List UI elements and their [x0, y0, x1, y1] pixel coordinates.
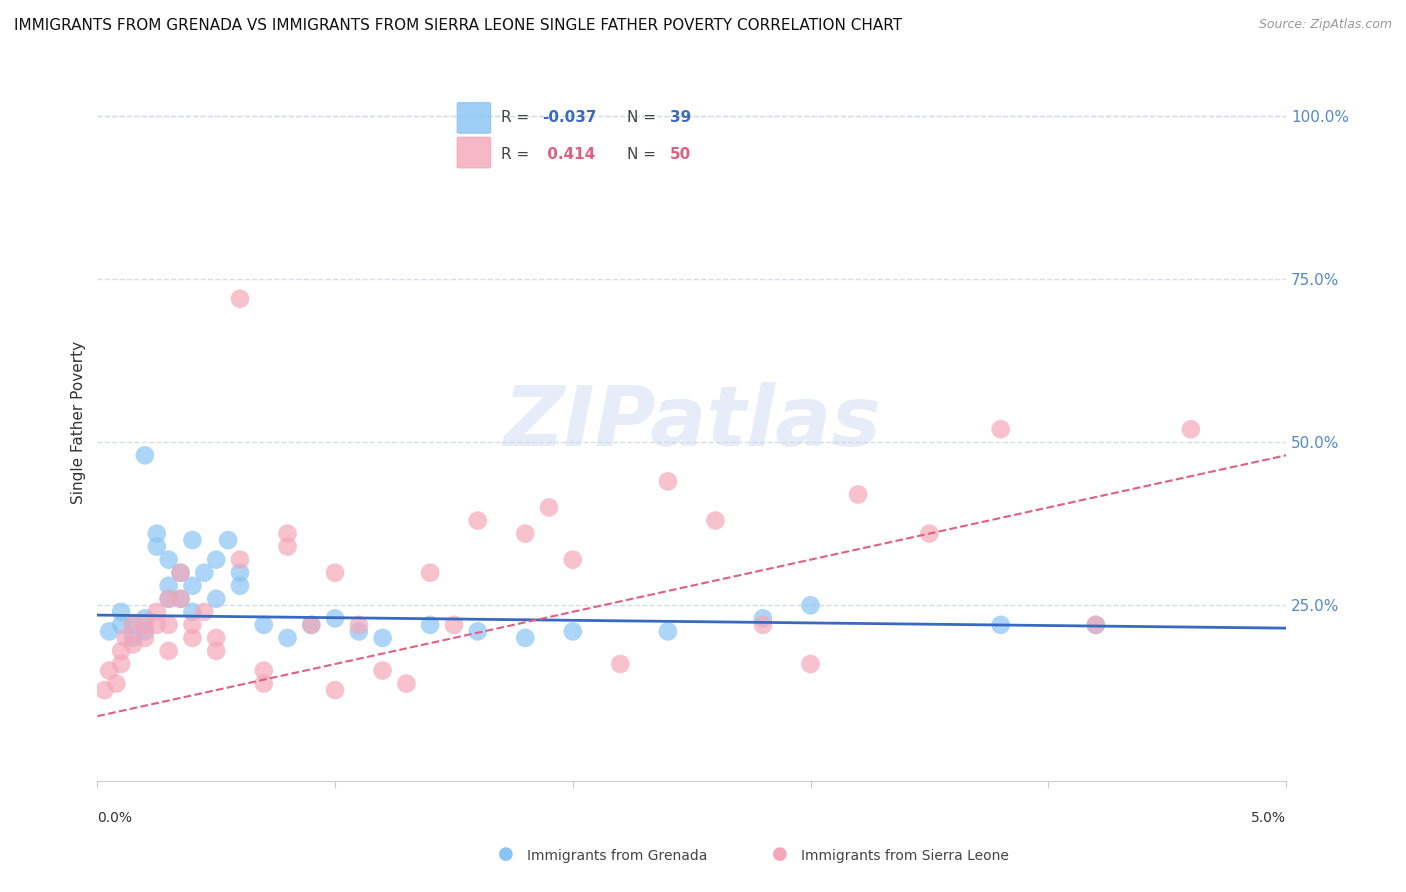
Point: [93, 683, 115, 698]
Point: [181, 605, 204, 619]
Point: [443, 618, 465, 632]
Point: [169, 591, 191, 606]
Point: [323, 611, 346, 625]
Point: [299, 618, 322, 632]
Point: [229, 292, 252, 306]
Point: [217, 533, 239, 547]
Point: [205, 644, 228, 658]
Point: [110, 657, 132, 671]
Text: IMMIGRANTS FROM GRENADA VS IMMIGRANTS FROM SIERRA LEONE SINGLE FATHER POVERTY CO: IMMIGRANTS FROM GRENADA VS IMMIGRANTS FR…: [14, 18, 903, 33]
Point: [347, 624, 370, 639]
Point: [657, 624, 679, 639]
Text: Immigrants from Sierra Leone: Immigrants from Sierra Leone: [801, 849, 1010, 863]
Point: [537, 500, 560, 515]
Point: [157, 644, 180, 658]
Point: [98, 624, 121, 639]
Point: [122, 618, 145, 632]
Point: [181, 631, 204, 645]
Point: [1084, 618, 1107, 632]
Point: [205, 631, 228, 645]
Point: [561, 552, 583, 566]
Point: [752, 611, 775, 625]
Point: [157, 579, 180, 593]
Point: [467, 514, 489, 528]
Point: [253, 618, 276, 632]
Point: [134, 631, 156, 645]
Point: [299, 618, 322, 632]
Point: [134, 624, 156, 639]
Point: [157, 591, 180, 606]
Text: ●: ●: [772, 846, 789, 863]
Point: [157, 618, 180, 632]
Point: [134, 448, 156, 462]
Point: [609, 657, 631, 671]
Point: [181, 533, 204, 547]
Point: [122, 631, 145, 645]
Point: [169, 566, 191, 580]
Point: [146, 540, 169, 554]
Point: [98, 664, 121, 678]
Point: [193, 605, 215, 619]
Point: [157, 552, 180, 566]
Y-axis label: Single Father Poverty: Single Father Poverty: [72, 341, 86, 504]
Point: [846, 487, 869, 501]
Point: [181, 618, 204, 632]
Point: [561, 624, 583, 639]
Point: [277, 540, 299, 554]
Point: [799, 599, 821, 613]
Point: [395, 676, 418, 690]
Point: [1180, 422, 1202, 436]
Point: [146, 526, 169, 541]
Point: [253, 664, 276, 678]
Point: [115, 631, 138, 645]
Text: Immigrants from Grenada: Immigrants from Grenada: [527, 849, 707, 863]
Point: [253, 676, 276, 690]
Point: [277, 631, 299, 645]
Point: [1084, 618, 1107, 632]
Text: Source: ZipAtlas.com: Source: ZipAtlas.com: [1258, 18, 1392, 31]
Point: [323, 566, 346, 580]
Point: [515, 631, 537, 645]
Point: [181, 579, 204, 593]
Point: [799, 657, 821, 671]
Point: [110, 605, 132, 619]
Point: [229, 552, 252, 566]
Point: [277, 526, 299, 541]
Point: [323, 683, 346, 698]
Point: [146, 605, 169, 619]
Point: [134, 611, 156, 625]
Point: [110, 644, 132, 658]
Point: [467, 624, 489, 639]
Point: [347, 618, 370, 632]
Text: 5.0%: 5.0%: [1251, 811, 1286, 825]
Point: [990, 422, 1012, 436]
Point: [157, 591, 180, 606]
Point: [205, 591, 228, 606]
Point: [122, 618, 145, 632]
Text: ●: ●: [498, 846, 515, 863]
Point: [122, 637, 145, 651]
Point: [752, 618, 775, 632]
Point: [371, 664, 394, 678]
Point: [704, 514, 727, 528]
Point: [169, 566, 191, 580]
Point: [146, 618, 169, 632]
Point: [371, 631, 394, 645]
Point: [110, 618, 132, 632]
Point: [990, 618, 1012, 632]
Point: [193, 566, 215, 580]
Point: [515, 526, 537, 541]
Point: [657, 475, 679, 489]
Text: 0.0%: 0.0%: [97, 811, 132, 825]
Point: [419, 566, 441, 580]
Point: [205, 552, 228, 566]
Point: [169, 591, 191, 606]
Text: ZIPatlas: ZIPatlas: [503, 382, 880, 463]
Point: [134, 618, 156, 632]
Point: [105, 676, 128, 690]
Point: [918, 526, 941, 541]
Point: [229, 579, 252, 593]
Point: [229, 566, 252, 580]
Point: [419, 618, 441, 632]
